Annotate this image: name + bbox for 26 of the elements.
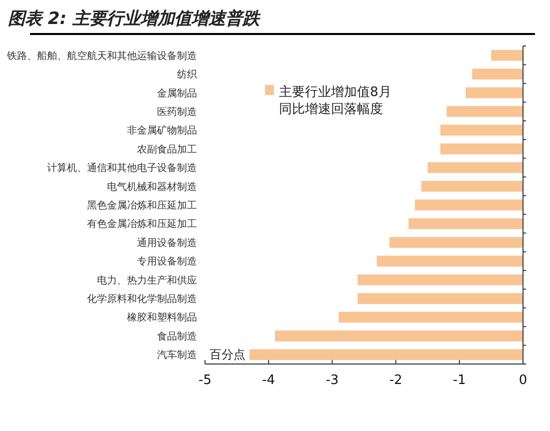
x-tick-label: -4 [262,373,276,388]
y-tick-label: 金属制品 [157,87,197,100]
y-tick-label: 电力、热力生产和供应 [97,274,197,286]
legend: 主要行业增加值8月同比增速回落幅度 [265,85,392,117]
y-tick-label: 汽车制造 [157,349,197,362]
y-tick-label: 农副食品加工 [137,143,197,156]
x-tick-label: -5 [198,373,212,388]
y-tick-label: 黑色金属冶炼和压延加工 [87,200,197,212]
x-tick-label: -2 [389,373,402,388]
x-tick-label: 0 [518,373,528,388]
y-tick-label: 电气机械和器材制造 [107,180,197,193]
y-tick-label: 专用设备制造 [137,256,197,268]
y-tick-label: 有色金属冶炼和压延加工 [87,218,197,230]
y-tick-label: 化学原料和化学制品制造 [87,293,197,306]
y-tick-label: 非金属矿物制品 [127,124,197,137]
annotation: 百分点 [210,348,246,362]
y-tick-label: 纺织 [177,68,197,81]
y-tick-label: 通用设备制造 [137,236,197,249]
y-tick-label: 铁路、船舶、航空航天和其他运输设备制造 [6,50,197,62]
x-tick-label: -1 [452,373,466,388]
y-tick-label: 橡胶和塑料制品 [127,312,197,324]
x-tick-label: -3 [326,373,339,388]
chart-title: 图表 2: 主要行业增加值增速普跌 [8,8,262,29]
y-tick-label: 计算机、通信和其他电子设备制造 [47,162,197,174]
y-tick-label: 食品制造 [157,330,197,342]
y-tick-label: 医药制造 [157,106,197,118]
